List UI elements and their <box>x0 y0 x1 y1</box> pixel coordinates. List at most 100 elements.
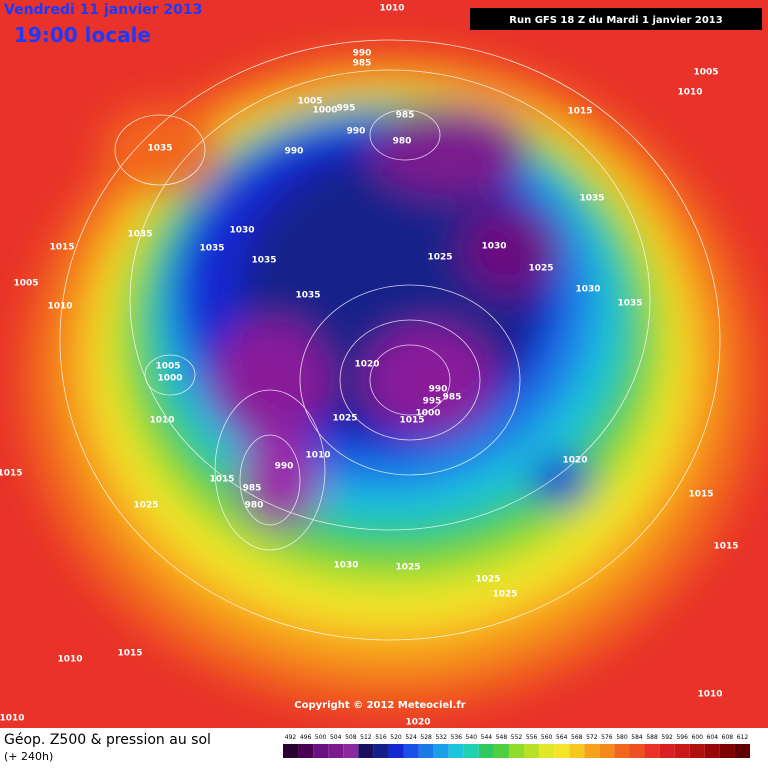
isobar-label: 1025 <box>427 253 452 263</box>
isobar-label: 1030 <box>575 285 600 295</box>
colorbar-swatch <box>508 744 525 758</box>
colorbar-label: 608 <box>722 734 734 741</box>
isobar-label: 1015 <box>0 469 23 479</box>
colorbar-label: 572 <box>586 734 598 741</box>
isobar-label: 1005 <box>13 279 38 289</box>
isobar-label: 1035 <box>295 291 320 301</box>
time-label: 19:00 locale <box>14 23 151 47</box>
isobar-label: 1025 <box>475 575 500 585</box>
isobar-label: 1035 <box>147 144 172 154</box>
colorbar-label: 544 <box>481 734 493 741</box>
isobar-label: 1000 <box>157 374 182 384</box>
isobar-label: 1035 <box>579 194 604 204</box>
isobar-label: 1035 <box>199 244 224 254</box>
colorbar-swatch <box>388 744 404 758</box>
isobar-label: 1000 <box>312 106 337 116</box>
colorbar-swatch <box>734 744 750 758</box>
colorbar-swatch <box>599 744 615 758</box>
colorbar-label: 604 <box>707 734 719 741</box>
isobar-label: 1025 <box>332 414 357 424</box>
colorbar-label: 560 <box>541 734 553 741</box>
colorbar-label: 548 <box>496 734 508 741</box>
colorbar-swatch <box>689 744 705 758</box>
isobar-label: 1015 <box>399 416 424 426</box>
colorbar-swatch <box>373 744 389 758</box>
colorbar-label: 520 <box>390 734 402 741</box>
isobar-label: 1015 <box>49 243 74 253</box>
isobar-label: 1020 <box>405 718 430 728</box>
isobar-label: 1010 <box>697 690 722 700</box>
run-box <box>470 8 762 30</box>
isobar-label: 1015 <box>713 542 738 552</box>
run-label: Run GFS 18 Z du Mardi 1 janvier 2013 <box>509 15 722 26</box>
isobar-label: 1025 <box>528 264 553 274</box>
isobar-label: 980 <box>245 501 264 511</box>
field <box>0 0 768 728</box>
isobar-label: 985 <box>353 59 372 69</box>
isobar-label: 980 <box>393 137 412 147</box>
colorbar-swatch <box>629 744 645 758</box>
colorbar-swatch <box>328 744 344 758</box>
colorbar-label: 600 <box>692 734 704 741</box>
isobar-label: 1010 <box>47 302 72 312</box>
isobar-label: 1015 <box>117 649 142 659</box>
colorbar-label: 556 <box>526 734 538 741</box>
colorbar-swatch <box>463 744 479 758</box>
isobar-label: 1025 <box>492 590 517 600</box>
colorbar-swatch <box>343 744 359 758</box>
isobar-label: 1035 <box>127 230 152 240</box>
colorbar-label: 536 <box>451 734 463 741</box>
isobar-label: 1010 <box>149 416 174 426</box>
colorbar-swatch <box>313 744 329 758</box>
colorbar-swatch <box>644 744 660 758</box>
colorbar-swatch <box>298 744 314 758</box>
isobar-label: 1010 <box>677 88 702 98</box>
colorbar-swatch <box>614 744 630 758</box>
colorbar-swatch <box>403 744 419 758</box>
colorbar-swatch <box>493 744 509 758</box>
colorbar-label: 612 <box>737 734 749 741</box>
isobar-label: 985 <box>243 484 262 494</box>
colorbar-label: 576 <box>601 734 613 741</box>
isobar-label: 990 <box>429 385 448 395</box>
isobar-label: 1030 <box>333 561 358 571</box>
colorbar-swatch <box>418 744 434 758</box>
colorbar-label: 588 <box>646 734 658 741</box>
isobar-label: 1030 <box>229 226 254 236</box>
colorbar-swatch <box>674 744 690 758</box>
date-label: Vendredi 11 janvier 2013 <box>4 2 202 18</box>
colorbar: 492 496 500 504 508 512 516 520 524 528 532 536 540 5… <box>283 734 750 758</box>
isobar-label: 1035 <box>251 256 276 266</box>
colorbar-label: 540 <box>466 734 478 741</box>
isobar-label: 985 <box>396 111 415 121</box>
isobar-label: 1020 <box>354 360 379 370</box>
colorbar-swatch <box>719 744 735 758</box>
isobar-label: 1005 <box>297 97 322 107</box>
colorbar-label: 496 <box>300 734 312 741</box>
isobar-label: 990 <box>285 147 304 157</box>
isobar-label: 990 <box>347 127 366 137</box>
colorbar-label: 528 <box>420 734 432 741</box>
colorbar-label: 516 <box>375 734 387 741</box>
isobar-label: 1000 <box>415 409 440 419</box>
isobar-label: 1005 <box>693 68 718 78</box>
colorbar-swatch <box>478 744 494 758</box>
isobar-label: 1010 <box>0 714 25 724</box>
colorbar-swatch <box>283 744 299 758</box>
isobar-label: 1025 <box>133 501 158 511</box>
isobar-label: 990 <box>353 49 372 59</box>
colorbar-label: 552 <box>511 734 523 741</box>
footer-subtitle: (+ 240h) <box>4 750 53 763</box>
colorbar-label: 564 <box>556 734 568 741</box>
colorbar-label: 592 <box>661 734 673 741</box>
isobar-label: 1015 <box>209 475 234 485</box>
isobar-label: 1015 <box>688 490 713 500</box>
copyright: Copyright © 2012 Meteociel.fr <box>294 700 465 711</box>
isobar-label: 1035 <box>617 299 642 309</box>
colorbar-label: 596 <box>676 734 688 741</box>
colorbar-swatch <box>659 744 675 758</box>
colorbar-swatch <box>704 744 720 758</box>
isobar-label: 1005 <box>155 362 180 372</box>
colorbar-label: 584 <box>631 734 643 741</box>
